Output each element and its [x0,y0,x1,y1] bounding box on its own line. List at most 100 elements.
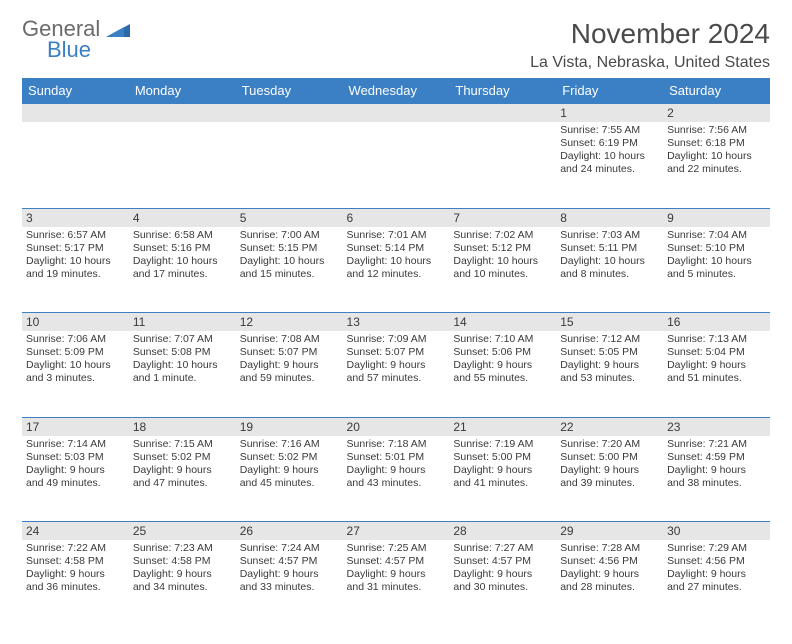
sunset-text: Sunset: 5:07 PM [240,346,339,359]
dayhead-tue: Tuesday [236,78,343,104]
day-cell [236,122,343,208]
day-number: 1 [560,106,567,120]
daylight-text: Daylight: 10 hours and 17 minutes. [133,255,232,281]
day-number-cell: 29 [556,522,663,541]
day-number: 2 [667,106,674,120]
daynum-row: 17181920212223 [22,417,770,436]
day-cell-inner: Sunrise: 7:20 AMSunset: 5:00 PMDaylight:… [560,438,659,491]
sunset-text: Sunset: 5:15 PM [240,242,339,255]
sunset-text: Sunset: 4:57 PM [347,555,446,568]
dayhead-sun: Sunday [22,78,129,104]
day-number-cell: 8 [556,208,663,227]
day-cell [449,122,556,208]
sunrise-text: Sunrise: 7:10 AM [453,333,552,346]
day-number-cell: 9 [663,208,770,227]
calendar-table: Sunday Monday Tuesday Wednesday Thursday… [22,78,770,626]
sunrise-text: Sunrise: 7:12 AM [560,333,659,346]
day-number-cell: 21 [449,417,556,436]
day-cell: Sunrise: 7:10 AMSunset: 5:06 PMDaylight:… [449,331,556,417]
dayhead-thu: Thursday [449,78,556,104]
day-number-cell: 1 [556,104,663,123]
day-number-cell: 22 [556,417,663,436]
sunrise-text: Sunrise: 7:04 AM [667,229,766,242]
day-cell: Sunrise: 7:55 AMSunset: 6:19 PMDaylight:… [556,122,663,208]
day-cell-inner: Sunrise: 6:57 AMSunset: 5:17 PMDaylight:… [26,229,125,282]
day-cell: Sunrise: 7:07 AMSunset: 5:08 PMDaylight:… [129,331,236,417]
day-cell: Sunrise: 7:27 AMSunset: 4:57 PMDaylight:… [449,540,556,626]
dayhead-fri: Friday [556,78,663,104]
day-number: 26 [240,524,253,538]
day-cell: Sunrise: 7:23 AMSunset: 4:58 PMDaylight:… [129,540,236,626]
month-title: November 2024 [530,18,770,50]
day-cell: Sunrise: 7:02 AMSunset: 5:12 PMDaylight:… [449,227,556,313]
day-cell-inner: Sunrise: 7:18 AMSunset: 5:01 PMDaylight:… [347,438,446,491]
day-cell-inner: Sunrise: 7:14 AMSunset: 5:03 PMDaylight:… [26,438,125,491]
day-cell-inner: Sunrise: 7:02 AMSunset: 5:12 PMDaylight:… [453,229,552,282]
sunset-text: Sunset: 4:57 PM [240,555,339,568]
day-number: 19 [240,420,253,434]
day-number-cell: 13 [343,313,450,332]
daylight-text: Daylight: 10 hours and 8 minutes. [560,255,659,281]
day-number-cell: 3 [22,208,129,227]
day-number-cell: 20 [343,417,450,436]
sunset-text: Sunset: 5:03 PM [26,451,125,464]
daylight-text: Daylight: 9 hours and 41 minutes. [453,464,552,490]
day-number: 15 [560,315,573,329]
day-cell-inner: Sunrise: 7:07 AMSunset: 5:08 PMDaylight:… [133,333,232,386]
sunrise-text: Sunrise: 7:18 AM [347,438,446,451]
day-cell [343,122,450,208]
dayhead-wed: Wednesday [343,78,450,104]
sunset-text: Sunset: 5:10 PM [667,242,766,255]
day-cell-inner: Sunrise: 7:21 AMSunset: 4:59 PMDaylight:… [667,438,766,491]
daylight-text: Daylight: 10 hours and 12 minutes. [347,255,446,281]
daylight-text: Daylight: 9 hours and 43 minutes. [347,464,446,490]
sunset-text: Sunset: 4:59 PM [667,451,766,464]
logo-text-block: General Blue [22,18,130,63]
sunrise-text: Sunrise: 7:23 AM [133,542,232,555]
day-number-cell: 15 [556,313,663,332]
day-cell-inner: Sunrise: 7:19 AMSunset: 5:00 PMDaylight:… [453,438,552,491]
sunset-text: Sunset: 5:02 PM [133,451,232,464]
day-cell: Sunrise: 7:09 AMSunset: 5:07 PMDaylight:… [343,331,450,417]
sunrise-text: Sunrise: 7:16 AM [240,438,339,451]
day-cell: Sunrise: 7:01 AMSunset: 5:14 PMDaylight:… [343,227,450,313]
sunrise-text: Sunrise: 7:25 AM [347,542,446,555]
day-cell-inner: Sunrise: 6:58 AMSunset: 5:16 PMDaylight:… [133,229,232,282]
day-cell: Sunrise: 7:14 AMSunset: 5:03 PMDaylight:… [22,436,129,522]
day-number: 27 [347,524,360,538]
sunrise-text: Sunrise: 7:19 AM [453,438,552,451]
day-cell: Sunrise: 6:58 AMSunset: 5:16 PMDaylight:… [129,227,236,313]
sunset-text: Sunset: 5:11 PM [560,242,659,255]
day-number: 17 [26,420,39,434]
week-row: Sunrise: 6:57 AMSunset: 5:17 PMDaylight:… [22,227,770,313]
day-number: 10 [26,315,39,329]
title-block: November 2024 La Vista, Nebraska, United… [530,18,770,72]
day-cell-inner: Sunrise: 7:28 AMSunset: 4:56 PMDaylight:… [560,542,659,595]
sunset-text: Sunset: 6:18 PM [667,137,766,150]
sunset-text: Sunset: 4:57 PM [453,555,552,568]
day-cell-inner: Sunrise: 7:22 AMSunset: 4:58 PMDaylight:… [26,542,125,595]
day-number-cell [449,104,556,123]
day-number: 4 [133,211,140,225]
day-cell-inner: Sunrise: 7:04 AMSunset: 5:10 PMDaylight:… [667,229,766,282]
day-number: 12 [240,315,253,329]
sunrise-text: Sunrise: 7:06 AM [26,333,125,346]
day-number-cell: 18 [129,417,236,436]
sunset-text: Sunset: 5:01 PM [347,451,446,464]
daynum-row: 12 [22,104,770,123]
day-number-cell: 4 [129,208,236,227]
day-cell: Sunrise: 7:18 AMSunset: 5:01 PMDaylight:… [343,436,450,522]
sunset-text: Sunset: 4:58 PM [26,555,125,568]
day-cell-inner: Sunrise: 7:09 AMSunset: 5:07 PMDaylight:… [347,333,446,386]
sunrise-text: Sunrise: 7:01 AM [347,229,446,242]
sunset-text: Sunset: 4:58 PM [133,555,232,568]
sunrise-text: Sunrise: 7:24 AM [240,542,339,555]
sunrise-text: Sunrise: 7:27 AM [453,542,552,555]
sunset-text: Sunset: 5:09 PM [26,346,125,359]
day-header-row: Sunday Monday Tuesday Wednesday Thursday… [22,78,770,104]
day-cell-inner: Sunrise: 7:03 AMSunset: 5:11 PMDaylight:… [560,229,659,282]
day-number-cell [236,104,343,123]
sunrise-text: Sunrise: 7:22 AM [26,542,125,555]
day-cell-inner: Sunrise: 7:13 AMSunset: 5:04 PMDaylight:… [667,333,766,386]
daylight-text: Daylight: 9 hours and 45 minutes. [240,464,339,490]
